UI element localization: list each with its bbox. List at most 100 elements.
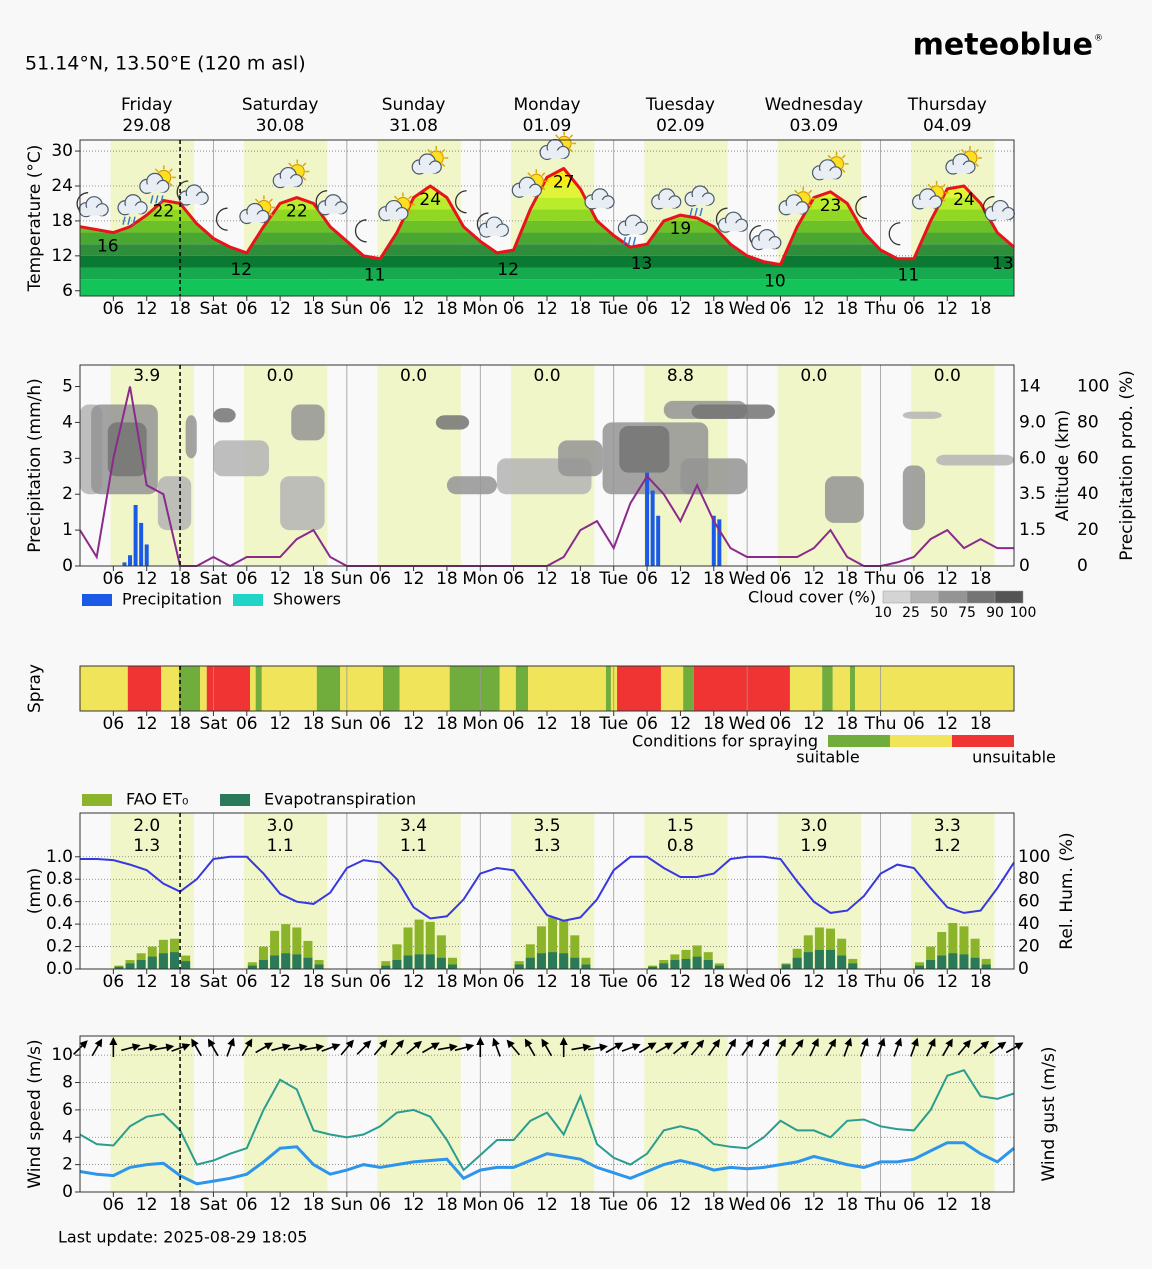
cloud-legend-tick: 100: [1010, 605, 1037, 621]
arrow-head: [165, 1043, 175, 1052]
wind-arrow: [605, 1042, 624, 1054]
arrow-head: [264, 1042, 273, 1050]
day-name: Tuesday: [645, 95, 715, 115]
sun-ray: [569, 134, 574, 139]
et-bar: [292, 927, 302, 969]
et-bar: [914, 962, 924, 969]
cloud-base: [243, 214, 264, 223]
wind-arrow: [690, 1039, 705, 1056]
et-bar: [403, 955, 413, 969]
x-tick-label: 18: [436, 972, 458, 992]
arrow-head: [541, 1038, 549, 1048]
temperature-extreme: 12: [230, 260, 252, 280]
et-bar: [570, 957, 580, 969]
day-date: 31.08: [389, 116, 438, 136]
axis-label: Wind gust (m/s): [1039, 1046, 1059, 1181]
et-bar: [970, 957, 980, 969]
x-tick-label: 06: [770, 299, 792, 319]
x-tick-label: 18: [169, 569, 191, 589]
weather-icon: [539, 131, 577, 161]
axis-label: Spray: [25, 664, 45, 713]
y-tick-label: 3: [62, 448, 73, 468]
x-tick-label: 12: [936, 714, 958, 734]
spray-legend-swatch: [952, 735, 1014, 747]
probability-tick-label: 40: [1077, 484, 1099, 504]
arrow-head: [811, 1038, 819, 1047]
x-tick-label: 18: [436, 1195, 458, 1215]
et-bar: [381, 961, 391, 969]
daily-precipitation: 0.0: [267, 366, 294, 386]
cloud-legend-swatch: [938, 590, 968, 604]
et-bar: [147, 956, 157, 969]
temperature-extreme: 10: [764, 271, 786, 291]
wind-arrow: [304, 1043, 325, 1052]
x-tick-label: 18: [570, 972, 592, 992]
x-tick-label: 12: [936, 299, 958, 319]
axis-label: Rel. Hum. (%): [1057, 832, 1077, 949]
x-tick-label: 18: [570, 1195, 592, 1215]
spray-segment: [161, 666, 179, 711]
et-bar: [581, 957, 591, 969]
et-bar: [303, 940, 313, 969]
x-tick-label: 06: [369, 714, 391, 734]
cloud-base: [916, 199, 937, 208]
cloud-cover: [824, 476, 864, 523]
et-bar: [648, 966, 658, 969]
x-tick-label: 12: [269, 1195, 291, 1215]
cloud-legend-tick: 10: [874, 605, 892, 621]
rain-drop: [122, 216, 126, 225]
humidity-tick-label: 100: [1018, 847, 1050, 867]
daylight: [110, 1036, 194, 1192]
et-bar: [425, 954, 435, 969]
arrow-head: [449, 1043, 458, 1052]
weather-icon: [511, 169, 549, 198]
et-bar: [247, 962, 257, 969]
x-tick-label: Wed: [729, 299, 766, 319]
x-tick-label: 12: [536, 299, 558, 319]
x-tick-label: 12: [403, 299, 425, 319]
x-tick-label: 12: [269, 569, 291, 589]
cloud-base: [722, 223, 743, 232]
wind-arrow: [741, 1038, 754, 1056]
y-tick-label: 4: [62, 1127, 73, 1147]
temperature-extreme: 27: [553, 173, 575, 193]
cloud-legend-swatch: [994, 590, 1024, 604]
x-tick-label: 06: [236, 714, 258, 734]
weather-icon: [476, 212, 510, 238]
weather-icon: [749, 225, 782, 251]
temperature-extreme: 22: [153, 202, 175, 222]
et-bar: [948, 953, 958, 969]
spray-segment: [849, 666, 855, 711]
x-tick-label: 06: [903, 569, 925, 589]
arrow-head: [181, 1043, 191, 1051]
x-tick-label: 12: [936, 1195, 958, 1215]
spray-segment: [515, 666, 529, 711]
wind-arrow: [171, 1043, 191, 1052]
et-bar: [392, 960, 402, 969]
x-tick-label: 18: [303, 569, 325, 589]
et-bar: [581, 964, 591, 969]
arrow-head: [1014, 1042, 1024, 1050]
wind-arrow: [137, 1043, 158, 1052]
daily-et: 2.0: [133, 816, 160, 836]
wind-arrow: [973, 1040, 990, 1055]
et-bar: [136, 960, 146, 969]
cloud-base: [416, 164, 437, 173]
arrow-head: [379, 1039, 388, 1049]
x-tick-label: Thu: [864, 1195, 897, 1215]
spray-segment: [660, 666, 684, 711]
wind-arrow: [926, 1038, 936, 1057]
last-update: Last update: 2025-08-29 18:05: [58, 1228, 307, 1247]
arrow-head: [299, 1043, 308, 1052]
arrow-head: [795, 1038, 804, 1048]
arrow-head: [614, 1042, 624, 1050]
probability-tick-label: 60: [1077, 448, 1099, 468]
temperature-extreme: 11: [364, 266, 386, 286]
et-bar: [514, 964, 524, 969]
et-bar: [781, 964, 791, 969]
cloud-base: [622, 226, 643, 235]
et-bar: [270, 930, 280, 969]
rain-drop: [132, 216, 136, 225]
arrow-head: [745, 1038, 754, 1048]
sun-ray: [960, 148, 965, 153]
